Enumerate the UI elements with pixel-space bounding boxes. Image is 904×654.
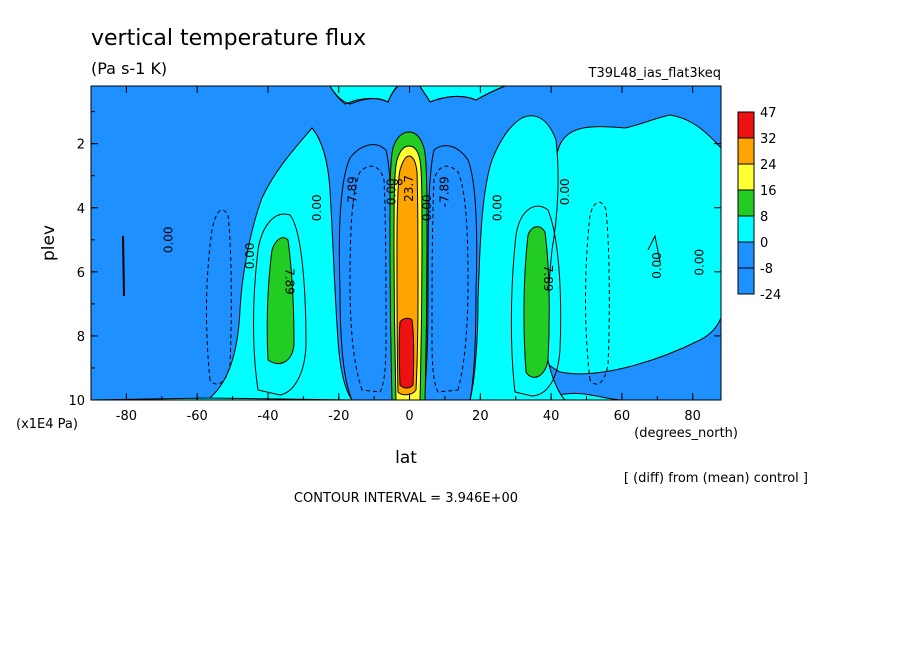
contour-label: 23.7 <box>402 175 416 202</box>
x-tick-label: -80 <box>116 409 137 424</box>
x-axis-units: (degrees_north) <box>634 426 738 441</box>
x-tick-label: 80 <box>684 409 701 424</box>
region-pos-green-left <box>266 237 295 364</box>
y-axis-units: (x1E4 Pa) <box>16 417 78 432</box>
contour-label: -7.89 <box>345 176 359 207</box>
colorbar-swatch <box>737 163 755 191</box>
colorbar-label: 16 <box>760 184 777 199</box>
contour-label: 0.00 <box>161 226 175 253</box>
contour-polar-left <box>122 235 125 297</box>
region-neg-inner-right <box>423 145 478 400</box>
colorbar-swatch <box>737 215 755 243</box>
plot-area: 0.000.007.890.00-7.89 0.00823.70.00-7.890… <box>91 86 721 400</box>
colorbar-label: 32 <box>760 132 777 147</box>
contour-label: 7.89 <box>283 268 297 295</box>
contour-label: 0.00 <box>650 252 664 279</box>
plot-frame <box>90 85 722 401</box>
colorbar-label: -8 <box>760 262 773 277</box>
contour-pos-right <box>510 205 562 397</box>
y-tick-label: 4 <box>77 202 85 217</box>
colorbar: 47 32 24 16 8 0 -8 -24 <box>737 106 781 303</box>
y-tick-label: 2 <box>77 138 85 153</box>
x-tick-label: 0 <box>405 409 413 424</box>
y-tick-label: 8 <box>77 330 85 345</box>
colorbar-swatch <box>737 111 755 139</box>
colorbar-swatch <box>737 241 755 269</box>
contour-label: 0.00 <box>243 242 257 269</box>
y-axis: 2 4 6 8 10 <box>68 111 721 409</box>
contour-top-notch-right <box>419 86 506 103</box>
contour-label: 0.00 <box>558 178 572 205</box>
colorbar-label: 8 <box>760 210 768 225</box>
chart-subtitle: (Pa s-1 K) <box>91 59 167 78</box>
run-label: T39L48_ias_flat3keq <box>588 66 721 81</box>
contour-neg-outer-right <box>585 201 610 385</box>
contour-label: 0.00 <box>310 194 324 221</box>
colorbar-label: 0 <box>760 236 768 251</box>
x-tick-label: 40 <box>543 409 560 424</box>
contour-label: 7.89 <box>541 265 555 292</box>
x-axis: -80 -60 -40 -20 0 20 40 60 80 <box>90 86 701 424</box>
contour-top-notch <box>329 86 399 105</box>
colorbar-label: -24 <box>760 288 781 303</box>
x-tick-label: -20 <box>328 409 349 424</box>
x-tick-label: 20 <box>472 409 489 424</box>
y-tick-label: 10 <box>68 394 85 409</box>
contour-label: 0.00 <box>384 178 398 205</box>
contour-label: 8 <box>391 178 405 186</box>
contour-neg-inner-right <box>431 165 469 393</box>
x-axis-label: lat <box>395 448 417 468</box>
x-tick-label: -60 <box>187 409 208 424</box>
contour-pos-left <box>253 213 307 396</box>
colorbar-swatch <box>737 267 755 295</box>
contour-neg-inner-left <box>349 165 387 393</box>
contour-labels: 0.000.007.890.00-7.89 0.00823.70.00-7.890… <box>161 175 706 295</box>
contour-label: -7.89 <box>437 176 451 207</box>
region-tower-red <box>398 317 415 389</box>
y-tick-label: 6 <box>77 266 85 281</box>
colorbar-swatch <box>737 189 755 217</box>
x-tick-label: 60 <box>614 409 631 424</box>
region-pos-green-right <box>523 226 550 378</box>
contour-polar-right <box>647 234 661 263</box>
colorbar-label: 47 <box>760 106 777 121</box>
contour-label: 0.00 <box>420 194 434 221</box>
contour-label: 0.00 <box>692 249 706 276</box>
contour-label: 0.00 <box>491 194 505 221</box>
chart-title: vertical temperature flux <box>91 26 366 51</box>
diff-note: [ (diff) from (mean) control ] <box>624 471 808 486</box>
contour-interval: CONTOUR INTERVAL = 3.946E+00 <box>294 491 518 506</box>
colorbar-swatch <box>737 137 755 165</box>
colorbar-label: 24 <box>760 158 777 173</box>
y-axis-label: plev <box>39 225 59 261</box>
contour-neg-outer-left <box>205 209 232 385</box>
x-tick-label: -40 <box>257 409 278 424</box>
